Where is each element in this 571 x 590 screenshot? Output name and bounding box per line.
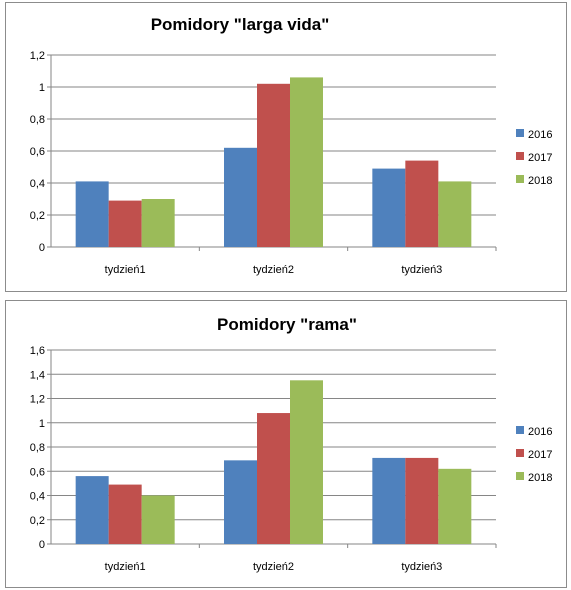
bar-2016-tydzień3 [372, 168, 406, 247]
legend-label: 2018 [528, 175, 552, 187]
bar-2018-tydzień2 [290, 77, 323, 248]
bar-2016-tydzień2 [224, 147, 257, 247]
y-tick-label: 1 [39, 82, 45, 94]
legend-label: 2016 [528, 426, 552, 438]
legend-swatch-2016 [516, 129, 524, 137]
legend-swatch-2018 [516, 175, 524, 183]
legend-swatch-2017 [516, 152, 524, 160]
y-tick-label: 0,2 [30, 515, 45, 527]
legend-label: 2018 [528, 472, 552, 484]
chart-rama-svg: Pomidory "rama" 0 0,2 0,4 0,6 0,8 1 1,2 1,4 1,6 t… [30, 315, 553, 573]
bar-2016-tydzień1 [75, 476, 109, 544]
bar-2017-tydzień2 [257, 83, 290, 247]
chart-rama: Pomidory "rama" 0 0,2 0,4 0,6 0,8 1 1,2 1,4 1,6 t… [5, 300, 567, 588]
chart-larga-vida: Pomidory "larga vida" 0 0,2 0,4 0,6 0,8 1 1,2 t… [5, 2, 567, 292]
bar-2016-tydzień1 [75, 181, 109, 247]
bar-2018-tydzień1 [141, 495, 175, 544]
bar-2017-tydzień3 [405, 160, 439, 247]
legend-swatch-2016 [516, 426, 524, 434]
chart-larga-vida-svg: Pomidory "larga vida" 0 0,2 0,4 0,6 0,8 1 1,2 t… [30, 15, 553, 276]
y-tick-label: 0 [39, 539, 45, 551]
legend-label: 2017 [528, 449, 552, 461]
y-tick-label: 1,6 [30, 345, 45, 357]
bar-2017-tydzień2 [257, 413, 290, 544]
x-category-label: tydzień2 [253, 264, 294, 276]
legend-label: 2017 [528, 152, 552, 164]
y-tick-label: 0,6 [30, 466, 45, 478]
y-tick-label: 1,4 [30, 369, 45, 381]
legend-swatch-2018 [516, 472, 524, 480]
y-tick-label: 0,4 [30, 178, 45, 190]
bar-2018-tydzień2 [290, 380, 323, 544]
y-tick-label: 1,2 [30, 394, 45, 406]
bar-2017-tydzień1 [108, 484, 142, 544]
bar-2017-tydzień3 [405, 457, 439, 544]
plot-area: 0 0,2 0,4 0,6 0,8 1 1,2 tydzień1 tydzień2 tydzień… [30, 50, 553, 276]
x-category-label: tydzień3 [401, 561, 442, 573]
plot-area: 0 0,2 0,4 0,6 0,8 1 1,2 1,4 1,6 tydzień1 tydzień2 t… [30, 345, 553, 573]
y-tick-label: 1,2 [30, 50, 45, 62]
y-tick-label: 0,6 [30, 146, 45, 158]
y-tick-label: 0,2 [30, 210, 45, 222]
bar-2016-tydzień3 [372, 457, 406, 544]
bar-2018-tydzień3 [438, 181, 472, 247]
chart-title: Pomidory "larga vida" [151, 15, 330, 34]
x-category-label: tydzień1 [105, 561, 146, 573]
legend-label: 2016 [528, 129, 552, 141]
y-tick-label: 0,8 [30, 114, 45, 126]
x-category-label: tydzień3 [401, 264, 442, 276]
y-tick-label: 0,4 [30, 491, 45, 503]
bar-2017-tydzień1 [108, 200, 142, 247]
bar-2018-tydzień3 [438, 468, 472, 544]
chart-title: Pomidory "rama" [217, 315, 357, 334]
x-category-label: tydzień1 [105, 264, 146, 276]
bar-2016-tydzień2 [224, 460, 257, 544]
y-tick-label: 0,8 [30, 442, 45, 454]
legend-swatch-2017 [516, 449, 524, 457]
bar-2018-tydzień1 [141, 199, 175, 247]
y-tick-label: 1 [39, 418, 45, 430]
y-tick-label: 0 [39, 242, 45, 254]
x-category-label: tydzień2 [253, 561, 294, 573]
